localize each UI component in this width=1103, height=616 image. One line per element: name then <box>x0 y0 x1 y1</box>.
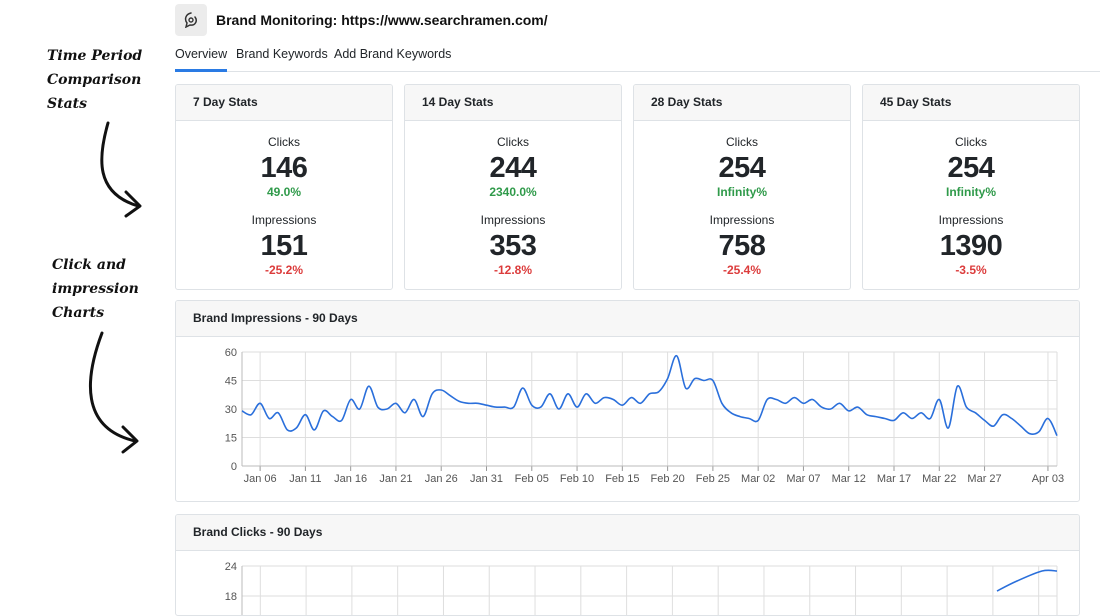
stats-card-45-day: 45 Day Stats Clicks 254 Infinity% Impres… <box>862 84 1080 290</box>
impressions-label: Impressions <box>480 213 546 227</box>
card-title: 14 Day Stats <box>405 85 621 121</box>
tab-overview[interactable]: Overview <box>175 47 228 72</box>
clicks-label: Clicks <box>955 135 987 149</box>
annotation-line: Charts <box>52 305 105 321</box>
y-tick-label: 60 <box>225 347 237 359</box>
x-tick-label: Jan 11 <box>289 473 321 485</box>
impressions-label: Impressions <box>251 213 317 227</box>
x-tick-label: Apr 03 <box>1032 473 1064 485</box>
impressions-series-line <box>241 354 1058 436</box>
y-tick-label: 30 <box>225 404 237 416</box>
arrow-icon <box>100 121 142 218</box>
page-header: Brand Monitoring: https://www.searchrame… <box>175 3 1103 39</box>
impressions-chart-card: Brand Impressions - 90 Days 0 15 30 45 60 Jan… <box>175 300 1080 502</box>
brand-logo-icon <box>175 4 207 36</box>
clicks-change: 49.0% <box>266 185 302 199</box>
clicks-label: Clicks <box>268 135 300 149</box>
x-tick-label: Mar 22 <box>922 473 956 485</box>
clicks-series-line <box>996 569 1058 592</box>
y-tick-label: 45 <box>225 376 237 388</box>
annotation-line: Comparison <box>47 72 142 88</box>
x-tick-label: Mar 27 <box>967 473 1001 485</box>
y-tick-label: 24 <box>225 561 237 573</box>
page-title: Brand Monitoring: https://www.searchrame… <box>216 12 548 28</box>
impressions-change: -25.4% <box>722 263 762 277</box>
clicks-change: 2340.0% <box>489 185 537 199</box>
clicks-value: 254 <box>947 152 995 184</box>
impressions-value: 151 <box>260 230 308 262</box>
stats-card-7-day: 7 Day Stats Clicks 146 49.0% Impressions… <box>175 84 393 290</box>
tab-brand-keywords[interactable]: Brand Keywords <box>236 47 328 61</box>
annotation-line: impression <box>52 281 139 297</box>
x-tick-label: Mar 07 <box>786 473 820 485</box>
impressions-label: Impressions <box>938 213 1004 227</box>
stats-card-14-day: 14 Day Stats Clicks 244 2340.0% Impressi… <box>404 84 622 290</box>
stats-card-28-day: 28 Day Stats Clicks 254 Infinity% Impres… <box>633 84 851 290</box>
x-tick-label: Jan 21 <box>379 473 412 485</box>
x-tick-label: Feb 20 <box>650 473 684 485</box>
x-tick-label: Jan 16 <box>334 473 367 485</box>
card-title: 7 Day Stats <box>176 85 392 121</box>
card-title: 45 Day Stats <box>863 85 1079 121</box>
chart-title: Brand Clicks - 90 Days <box>176 515 1079 551</box>
impressions-value: 1390 <box>939 230 1003 262</box>
x-tick-label: Feb 05 <box>515 473 549 485</box>
card-title: 28 Day Stats <box>634 85 850 121</box>
impressions-line-chart: 0 15 30 45 60 Jan 06 Jan 11 Jan 16 Jan 21 Jan 26 J… <box>225 347 1064 485</box>
x-tick-label: Mar 12 <box>832 473 866 485</box>
impressions-change: -3.5% <box>955 263 987 277</box>
x-tick-label: Jan 06 <box>244 473 277 485</box>
x-tick-label: Mar 02 <box>741 473 775 485</box>
impressions-value: 758 <box>718 230 766 262</box>
clicks-chart-card: Brand Clicks - 90 Days 18 24 <box>175 514 1080 616</box>
annotation-charts: Click and impression Charts <box>52 253 139 325</box>
arrow-icon <box>88 331 139 454</box>
y-tick-label: 18 <box>225 591 237 603</box>
chart-title: Brand Impressions - 90 Days <box>176 301 1079 337</box>
impressions-value: 353 <box>489 230 537 262</box>
clicks-change: Infinity% <box>946 185 996 199</box>
x-tick-label: Jan 26 <box>425 473 458 485</box>
x-tick-label: Feb 15 <box>605 473 639 485</box>
x-tick-label: Feb 10 <box>560 473 594 485</box>
clicks-label: Clicks <box>726 135 758 149</box>
annotation-line: Click and <box>52 257 126 273</box>
x-tick-label: Jan 31 <box>470 473 503 485</box>
y-tick-label: 15 <box>225 433 237 445</box>
annotation-line: Time Period <box>47 48 143 64</box>
annotation-time-period: Time Period Comparison Stats <box>47 44 142 116</box>
clicks-change: Infinity% <box>717 185 767 199</box>
clicks-value: 244 <box>489 152 537 184</box>
tab-bar: Overview Brand Keywords Add Brand Keywor… <box>175 44 1100 72</box>
x-tick-label: Mar 17 <box>877 473 911 485</box>
y-tick-label: 0 <box>231 461 237 473</box>
impressions-change: -12.8% <box>493 263 533 277</box>
annotation-line: Stats <box>47 96 87 112</box>
clicks-value: 146 <box>260 152 308 184</box>
tab-add-brand-keywords[interactable]: Add Brand Keywords <box>334 47 452 61</box>
impressions-label: Impressions <box>709 213 775 227</box>
clicks-label: Clicks <box>497 135 529 149</box>
impressions-change: -25.2% <box>264 263 304 277</box>
clicks-value: 254 <box>718 152 766 184</box>
x-tick-label: Feb 25 <box>696 473 730 485</box>
